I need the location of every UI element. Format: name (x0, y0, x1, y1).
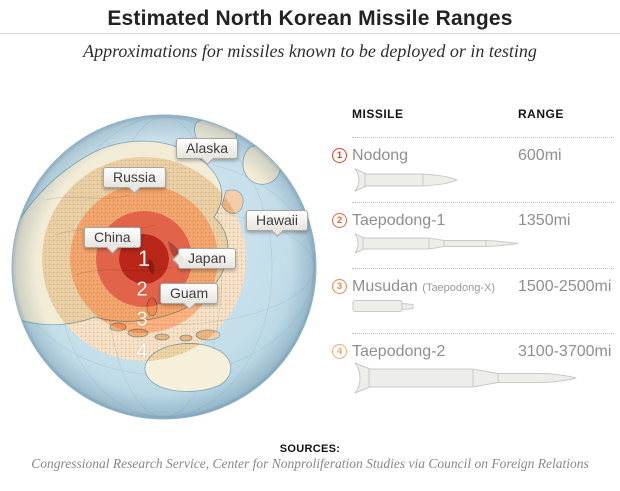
ring-number-2: 2 (136, 278, 148, 301)
page-title: Estimated North Korean Missile Ranges (107, 7, 513, 30)
map-label-japan: Japan (178, 248, 237, 269)
missile-icon-nodong (354, 168, 458, 192)
row-separator (352, 333, 614, 334)
globe-rim-shading (12, 115, 316, 419)
column-header-missile: MISSILE (352, 107, 404, 121)
map-label-guam: Guam (160, 283, 219, 304)
map-label-russia: Russia (103, 167, 166, 188)
map-label-hawaii: Hawaii (246, 210, 309, 231)
missile-range: 600mi (518, 147, 562, 164)
missile-icon-taepodong-1 (354, 233, 519, 254)
row-separator (352, 202, 614, 203)
ring-number-1: 1 (137, 246, 151, 271)
column-header-range: RANGE (518, 107, 564, 121)
missile-range-table: MISSILE RANGE 1 Nodong 600mi 2 Taepodong… (330, 95, 620, 440)
sources-label: SOURCES: (279, 443, 341, 455)
missile-name: Nodong (352, 147, 409, 164)
row-number-badge: 3 (332, 279, 347, 294)
ring-number-3: 3 (136, 308, 148, 331)
missile-name: Taepodong-1 (352, 212, 446, 229)
globe-range-map: 1 2 3 4 Alaska Russia Hawaii China Japan… (0, 95, 330, 425)
missile-range: 1350mi (518, 212, 571, 229)
title-divider (0, 33, 620, 34)
map-label-alaska: Alaska (176, 138, 239, 159)
missile-name: Musudan (Taepodong-X) (352, 278, 496, 295)
globe-map-graphic (11, 114, 317, 420)
page-subtitle: Approximations for missiles known to be … (83, 41, 537, 61)
globe-outline (11, 114, 317, 420)
missile-name: Taepodong-2 (352, 343, 446, 360)
missile-range: 3100-3700mi (518, 343, 612, 360)
map-label-china: China (84, 227, 141, 248)
sources-attribution: Congressional Research Service, Center f… (31, 456, 589, 471)
row-number-badge: 4 (332, 344, 347, 359)
missile-icon-taepodong-2 (354, 362, 577, 394)
row-separator (352, 137, 614, 138)
missile-range: 1500-2500mi (518, 278, 612, 295)
missile-icon-musudan (352, 300, 414, 312)
row-number-badge: 2 (332, 213, 347, 228)
row-separator (352, 268, 614, 269)
row-number-badge: 1 (332, 148, 347, 163)
ring-number-4: 4 (136, 340, 148, 363)
